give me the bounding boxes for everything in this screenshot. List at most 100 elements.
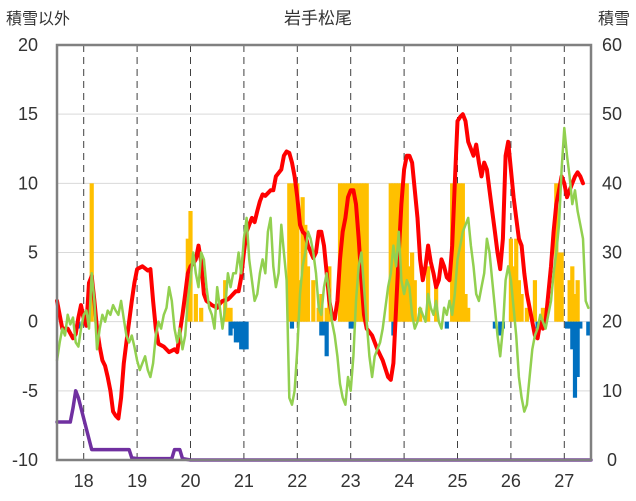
bar-0-40	[410, 252, 415, 322]
x-tick-label: 22	[287, 471, 307, 491]
left-tick-label: 20	[18, 35, 38, 55]
bar-1-7	[244, 321, 249, 350]
bar-0-11	[295, 183, 300, 322]
bar-1-25	[578, 321, 583, 329]
bar-0-59	[540, 307, 546, 322]
bar-1-20	[564, 321, 570, 329]
bar-0-26	[351, 183, 356, 322]
right-tick-label: 60	[602, 35, 622, 55]
bar-0-64	[570, 266, 575, 322]
right-tick-label: 10	[602, 381, 622, 401]
x-tick-label: 20	[180, 471, 200, 491]
x-tick-label: 25	[447, 471, 467, 491]
bar-0-56	[519, 294, 524, 322]
bar-0-3	[193, 294, 198, 322]
bar-0-38	[404, 183, 409, 322]
bar-0-7	[228, 307, 233, 322]
bar-0-30	[361, 183, 367, 322]
series-line-1	[55, 126, 590, 413]
bar-0-37	[402, 183, 407, 322]
x-tick-label: 24	[394, 471, 414, 491]
left-tick-label: 5	[28, 243, 38, 263]
x-axis-ticks: 18 19 20 21 22 23 24 25 26 27	[74, 471, 575, 491]
bar-0-17	[316, 307, 321, 322]
bar-1-2	[231, 321, 236, 329]
left-axis-title: 積雪以外	[6, 9, 70, 28]
left-tick-label: -10	[12, 450, 38, 470]
bar-1-3	[233, 321, 238, 343]
x-tick-label: 26	[501, 471, 521, 491]
bar-1-8	[289, 321, 295, 329]
x-tick-label: 18	[74, 471, 94, 491]
right-tick-label: 20	[602, 312, 622, 332]
bar-0-24	[345, 183, 351, 322]
bar-1-10	[321, 321, 327, 336]
bar-0-47	[455, 183, 460, 322]
right-tick-label: 0	[607, 450, 617, 470]
bar-0-61	[556, 252, 562, 322]
bar-0-46	[452, 183, 457, 322]
bar-0-50	[463, 294, 468, 322]
bar-0-49	[460, 183, 465, 322]
bar-0-32	[388, 183, 393, 322]
bar-0-10	[292, 183, 297, 322]
x-tick-label: 23	[341, 471, 361, 491]
bar-1-1	[228, 321, 233, 336]
bar-1-23	[572, 321, 578, 398]
bar-1-4	[236, 321, 241, 343]
bar-0-0	[89, 183, 94, 322]
bar-0-13	[300, 197, 305, 322]
bar-1-22	[570, 321, 575, 350]
left-axis-ticks: -10 -5 0 5 10 15 20	[12, 35, 38, 470]
left-tick-label: 15	[18, 104, 38, 124]
chart-title: 岩手松尾	[284, 9, 352, 29]
series-line-0	[55, 112, 585, 421]
bar-0-23	[343, 183, 348, 322]
bar-0-48	[458, 183, 463, 322]
bar-1-21	[567, 321, 572, 329]
bar-1-26	[586, 321, 591, 336]
right-tick-label: 40	[602, 173, 622, 193]
left-tick-label: 10	[18, 173, 38, 193]
bar-1-17	[498, 321, 503, 336]
series-line-2	[55, 389, 593, 462]
bar-1-24	[575, 321, 580, 377]
bar-0-42	[418, 307, 423, 322]
bar-0-25	[348, 183, 353, 322]
bar-0-15	[305, 266, 311, 322]
bar-0-63	[567, 280, 572, 322]
bar-0-41	[412, 280, 417, 322]
bar-1-9	[319, 321, 324, 336]
bar-0-16	[311, 280, 316, 322]
bar-0-55	[516, 280, 522, 322]
bar-0-31	[364, 183, 369, 322]
bar-0-22	[340, 183, 345, 322]
bar-0-51	[466, 307, 471, 322]
plot-frame	[55, 43, 593, 462]
bar-0-66	[575, 280, 580, 322]
bar-0-19	[324, 307, 329, 322]
bar-0-54	[514, 238, 519, 322]
bar-1-11	[324, 321, 329, 357]
right-axis-ticks: 0 10 20 30 40 50 60	[602, 35, 622, 470]
bar-1-15	[444, 321, 449, 329]
bar-1-13	[351, 321, 356, 329]
bar-1-6	[241, 321, 246, 350]
bar-1-16	[492, 321, 497, 329]
bar-1-5	[239, 321, 244, 350]
x-tick-label: 19	[127, 471, 147, 491]
right-tick-label: 50	[602, 104, 622, 124]
bar-0-14	[303, 224, 308, 322]
left-tick-label: 0	[28, 312, 38, 332]
bar-0-36	[399, 183, 404, 322]
bar-0-8	[287, 183, 292, 322]
bar-0-62	[559, 252, 564, 322]
x-tick-label: 21	[234, 471, 254, 491]
bar-0-6	[225, 307, 230, 322]
bar-0-27	[353, 183, 359, 322]
bar-0-58	[532, 280, 538, 322]
bar-0-57	[524, 307, 530, 322]
right-axis-title: 積雪	[598, 9, 630, 28]
bar-0-4	[199, 307, 204, 322]
bar-1-12	[348, 321, 353, 329]
